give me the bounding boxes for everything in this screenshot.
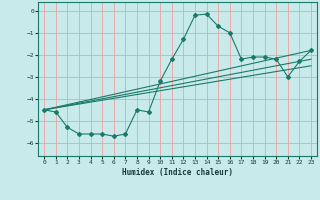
X-axis label: Humidex (Indice chaleur): Humidex (Indice chaleur): [122, 168, 233, 177]
